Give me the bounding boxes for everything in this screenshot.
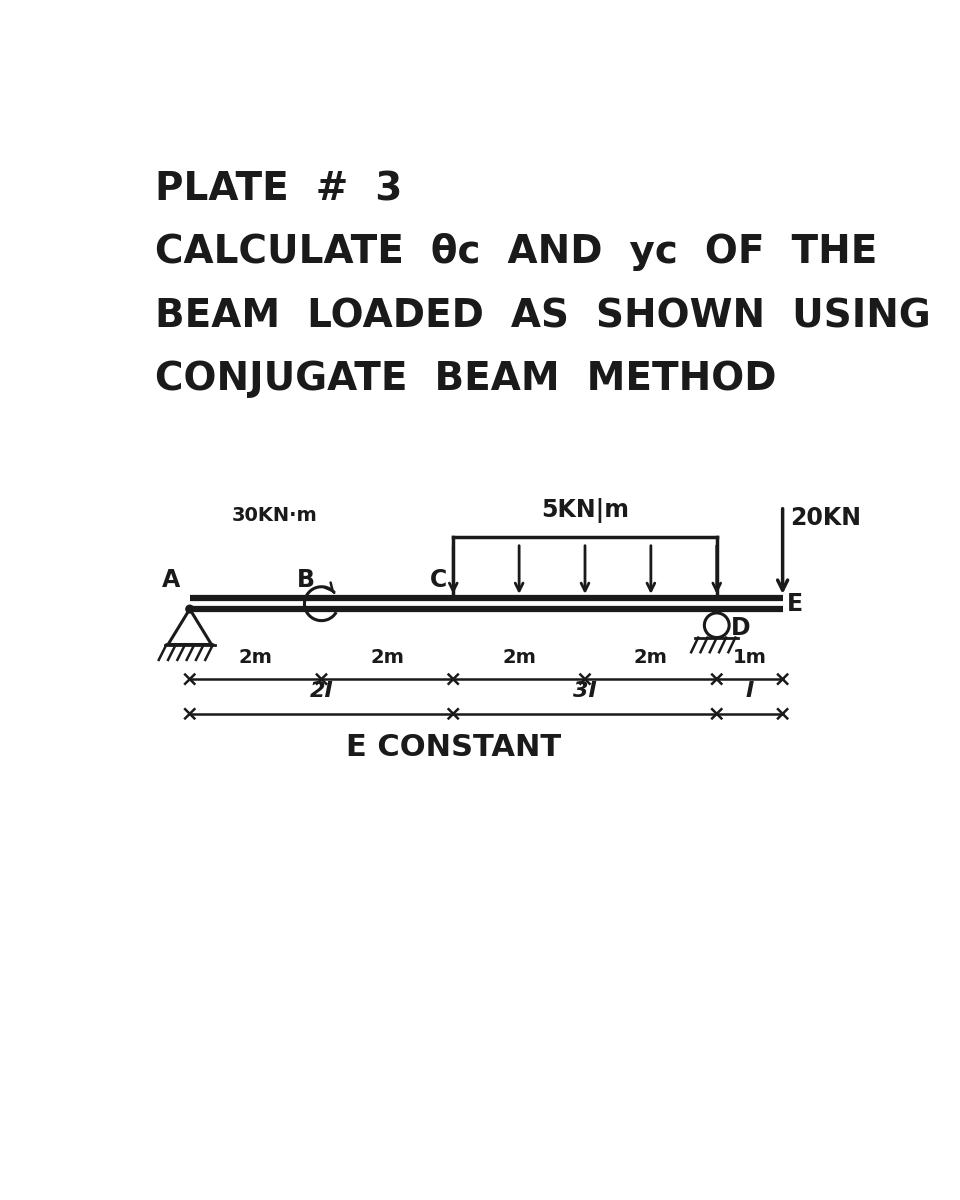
Text: 5KN|m: 5KN|m [541,498,629,523]
Text: 30KN·m: 30KN·m [232,506,318,526]
Text: A: A [162,568,180,592]
Text: CALCULATE  θc  AND  yc  OF  THE: CALCULATE θc AND yc OF THE [155,233,877,270]
Text: 3I: 3I [573,682,597,702]
Text: BEAM  LOADED  AS  SHOWN  USING: BEAM LOADED AS SHOWN USING [155,298,930,336]
Text: 2m: 2m [239,648,273,667]
Text: 2m: 2m [371,648,404,667]
Text: B: B [298,568,315,592]
Text: PLATE  #  3: PLATE # 3 [155,170,402,209]
Text: CONJUGATE  BEAM  METHOD: CONJUGATE BEAM METHOD [155,360,777,397]
Text: 20KN: 20KN [790,506,861,530]
Text: 2m: 2m [502,648,536,667]
Text: E: E [786,592,803,616]
Circle shape [186,605,194,613]
Text: I: I [746,682,754,702]
Text: D: D [731,616,751,640]
Text: 2I: 2I [310,682,333,702]
Text: C: C [430,568,447,592]
Text: E CONSTANT: E CONSTANT [346,733,561,762]
Text: 1m: 1m [732,648,767,667]
Text: 2m: 2m [634,648,668,667]
